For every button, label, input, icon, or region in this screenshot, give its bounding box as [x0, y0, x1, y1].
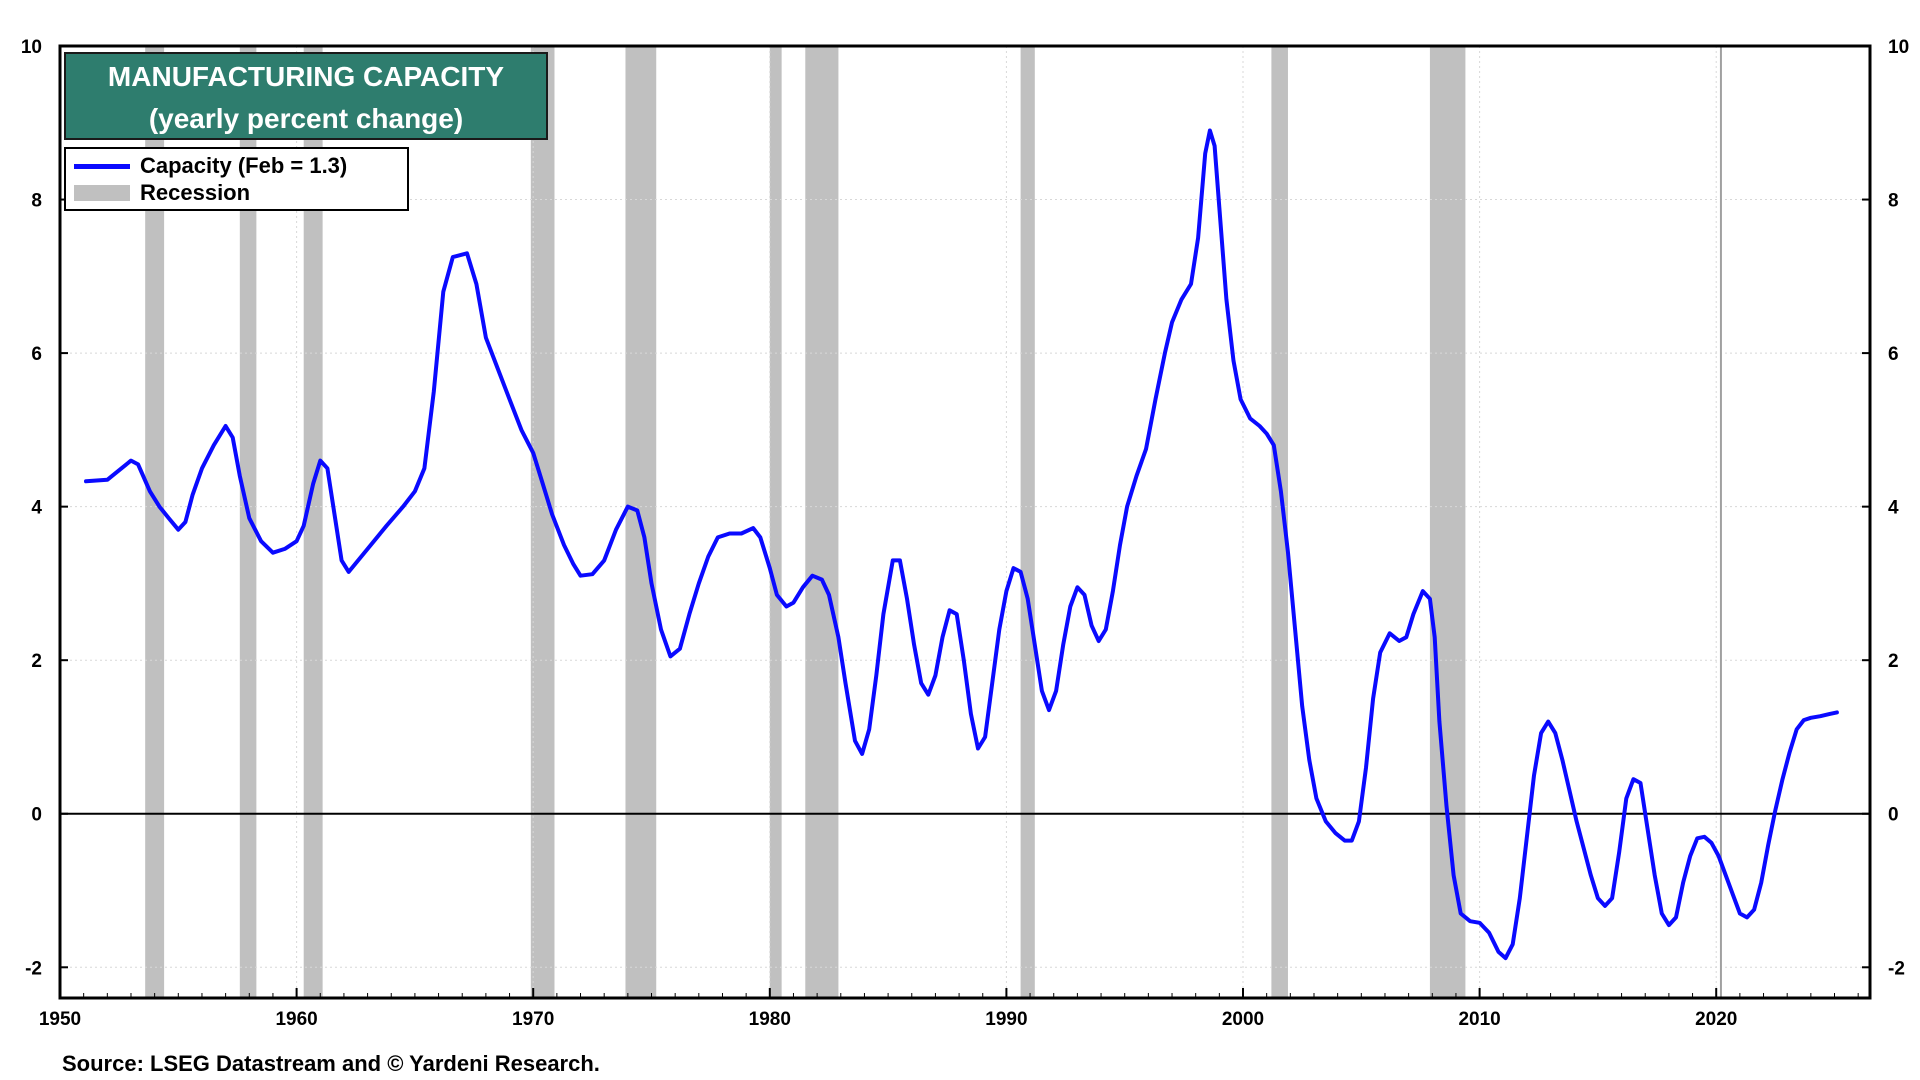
y-tick-label-left-2: 2 [31, 651, 42, 672]
series-line-capacity [84, 128, 1839, 961]
legend-recession-label: Recession [140, 180, 251, 205]
recession-band-8 [1271, 46, 1288, 998]
recession-band-1 [239, 46, 257, 998]
recession-band-5 [769, 46, 782, 998]
grid-lines [60, 46, 1870, 998]
y-tick-label-right-4: 4 [1888, 498, 1899, 519]
source-note: Source: LSEG Datastream and © Yardeni Re… [62, 1051, 600, 1076]
legend-series-label: Capacity (Feb = 1.3) [140, 153, 348, 178]
y-tick-label-right-10: 10 [1888, 37, 1909, 58]
tick-labels: -2 -2 0 0 2 2 4 4 6 6 8 8 10 10 1950 1960 1970 1980 1990 20… [21, 37, 1909, 1030]
y-tick-label-left-6: 6 [31, 344, 42, 365]
recession-band-9 [1429, 46, 1466, 998]
y-tick-label-left-0: 0 [31, 805, 42, 826]
y-tick-label-right-0: 0 [1888, 805, 1899, 826]
plot-frame [58, 44, 1872, 1000]
y-tick-label-left-4: 4 [31, 498, 42, 519]
y-tick-label-left-10: 10 [21, 37, 42, 58]
series-layer [84, 128, 1839, 961]
y-tick-label-left-8: 8 [31, 191, 42, 212]
legend-item-capacity: Capacity (Feb = 1.3) [74, 153, 347, 179]
y-tick-label-right-6: 6 [1888, 344, 1899, 365]
legend: Capacity (Feb = 1.3) Recession [64, 147, 409, 211]
y-tick-label-right-2: 2 [1888, 651, 1899, 672]
x-tick-label-2020: 2020 [1695, 1009, 1737, 1030]
x-tick-label-1980: 1980 [749, 1009, 791, 1030]
chart-title: MANUFACTURING CAPACITY [107, 61, 505, 92]
y-tick-label-left--2: -2 [25, 958, 42, 979]
chart-subtitle: (yearly percent change) [148, 103, 464, 134]
x-tick-label-1990: 1990 [985, 1009, 1027, 1030]
recession-band-2 [303, 46, 323, 998]
x-tick-label-2010: 2010 [1458, 1009, 1500, 1030]
recession-band-6 [805, 46, 839, 998]
x-tick-label-2000: 2000 [1222, 1009, 1264, 1030]
axes [58, 44, 1872, 1000]
x-tick-label-1970: 1970 [512, 1009, 554, 1030]
legend-recession-swatch [74, 185, 130, 201]
x-tick-label-1960: 1960 [275, 1009, 317, 1030]
recession-bands [145, 46, 1466, 998]
y-tick-label-right-8: 8 [1888, 191, 1899, 212]
legend-line-swatch [74, 163, 130, 169]
recession-band-3 [530, 46, 555, 998]
recession-band-0 [145, 46, 165, 998]
chart-title-box: MANUFACTURING CAPACITY (yearly percent c… [64, 52, 548, 140]
legend-item-recession: Recession [74, 180, 250, 206]
y-tick-label-right--2: -2 [1888, 958, 1905, 979]
x-tick-label-1950: 1950 [39, 1009, 81, 1030]
recession-band-7 [1020, 46, 1035, 998]
